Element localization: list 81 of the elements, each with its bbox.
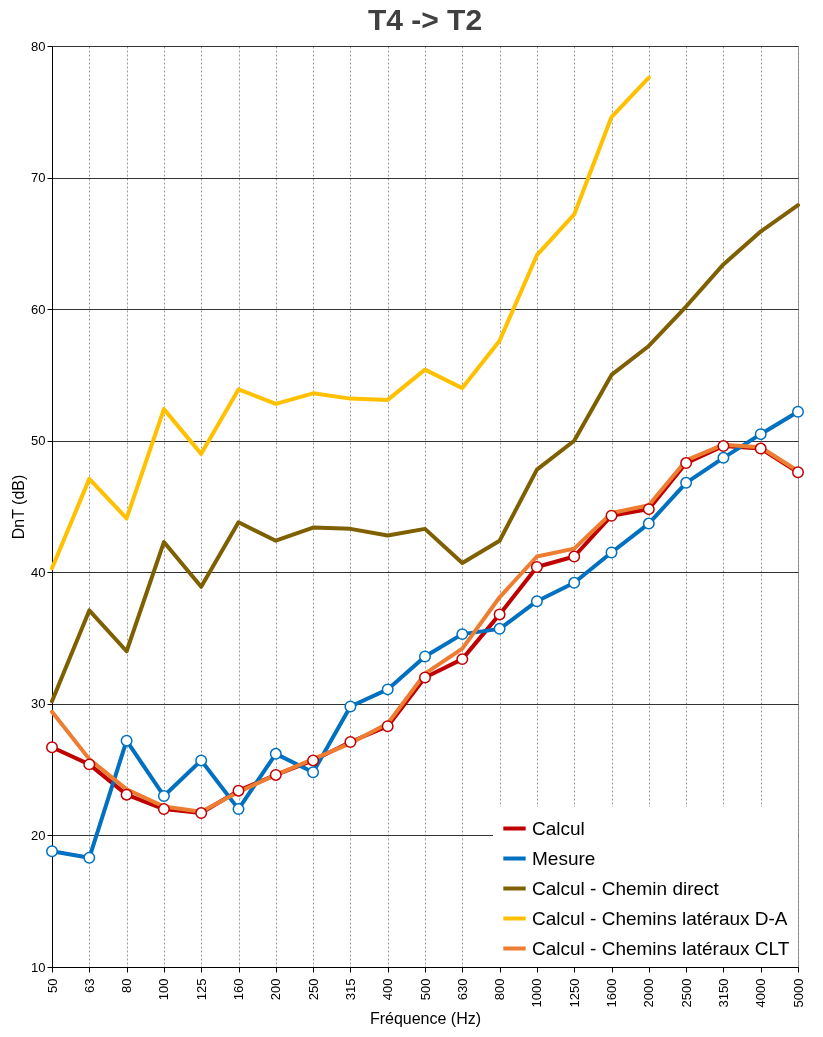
- x-tick-label: 250: [305, 978, 321, 1001]
- point: [83, 851, 96, 864]
- point: [419, 650, 431, 663]
- point: [493, 622, 506, 635]
- point: [46, 845, 58, 858]
- point: [530, 561, 543, 574]
- y-axis-title: DnT (dB): [10, 474, 28, 540]
- legend-label: Calcul: [532, 817, 585, 839]
- y-tick-label: 10: [31, 959, 46, 975]
- point: [195, 754, 208, 767]
- point: [120, 734, 133, 747]
- point: [195, 807, 208, 820]
- point: [792, 466, 804, 479]
- x-tick-label: 315: [342, 978, 358, 1001]
- point: [269, 747, 282, 760]
- point: [680, 457, 693, 470]
- y-tick-label: 70: [31, 170, 46, 186]
- line-series: [50, 75, 651, 571]
- x-tick-label: 2500: [678, 978, 694, 1008]
- x-tick-label: 500: [417, 978, 433, 1001]
- legend-label: Calcul - Chemins latéraux D-A: [532, 907, 788, 929]
- x-tick-label: 1000: [529, 978, 545, 1008]
- point: [717, 439, 730, 452]
- x-tick-label: 200: [268, 978, 284, 1001]
- y-tick-label: 80: [31, 38, 46, 54]
- point: [269, 768, 282, 781]
- legend-label: Calcul - Chemins latéraux CLT: [532, 937, 790, 959]
- point: [530, 595, 543, 608]
- legend-label: Mesure: [532, 847, 596, 869]
- chart-title: T4 -> T2: [367, 3, 483, 36]
- point: [605, 509, 618, 522]
- x-tick-label: 400: [380, 978, 396, 1001]
- x-tick-label: 160: [231, 978, 246, 1001]
- x-tick-label: 50: [44, 978, 60, 993]
- x-tick-label: 125: [193, 978, 209, 1001]
- point: [232, 803, 245, 816]
- x-tick-label: 2000: [641, 978, 657, 1008]
- point: [157, 789, 170, 802]
- point: [605, 546, 618, 559]
- point: [456, 653, 469, 666]
- x-axis-title: Fréquence (Hz): [369, 1010, 482, 1028]
- point: [307, 754, 320, 767]
- point: [568, 550, 581, 563]
- point: [754, 428, 767, 441]
- point: [157, 803, 170, 816]
- point: [381, 683, 394, 696]
- point: [456, 628, 469, 641]
- x-tick-label: 3150: [715, 978, 731, 1008]
- point: [680, 476, 693, 489]
- x-tick-label: 630: [454, 978, 470, 1001]
- y-tick-label: 40: [31, 564, 46, 580]
- line-series: [50, 203, 800, 704]
- point: [381, 720, 394, 733]
- point: [344, 700, 357, 713]
- x-tick-label: 1600: [604, 978, 619, 1008]
- point: [642, 503, 655, 516]
- y-tick-label: 20: [31, 827, 46, 843]
- x-tick-label: 800: [492, 978, 508, 1001]
- y-tick-label: 50: [31, 433, 46, 449]
- point: [46, 741, 58, 754]
- point: [717, 451, 730, 464]
- point: [344, 736, 357, 748]
- y-tick-label: 60: [31, 301, 46, 317]
- point: [642, 517, 655, 530]
- x-tick-label: 63: [81, 978, 97, 993]
- point: [568, 576, 581, 589]
- y-tick-label: 30: [31, 696, 46, 712]
- point: [419, 671, 431, 684]
- point: [754, 442, 767, 455]
- point: [232, 784, 245, 797]
- point: [493, 608, 506, 621]
- x-tick-label: 4000: [753, 978, 769, 1008]
- point: [307, 766, 320, 779]
- legend-label: Calcul - Chemin direct: [532, 877, 720, 899]
- point: [120, 788, 133, 801]
- point: [792, 405, 804, 418]
- x-tick-label: 1250: [566, 978, 582, 1008]
- point: [83, 758, 96, 771]
- x-tick-label: 80: [119, 978, 135, 993]
- x-tick-label: 100: [156, 978, 172, 1001]
- x-tick-label: 5000: [790, 978, 806, 1008]
